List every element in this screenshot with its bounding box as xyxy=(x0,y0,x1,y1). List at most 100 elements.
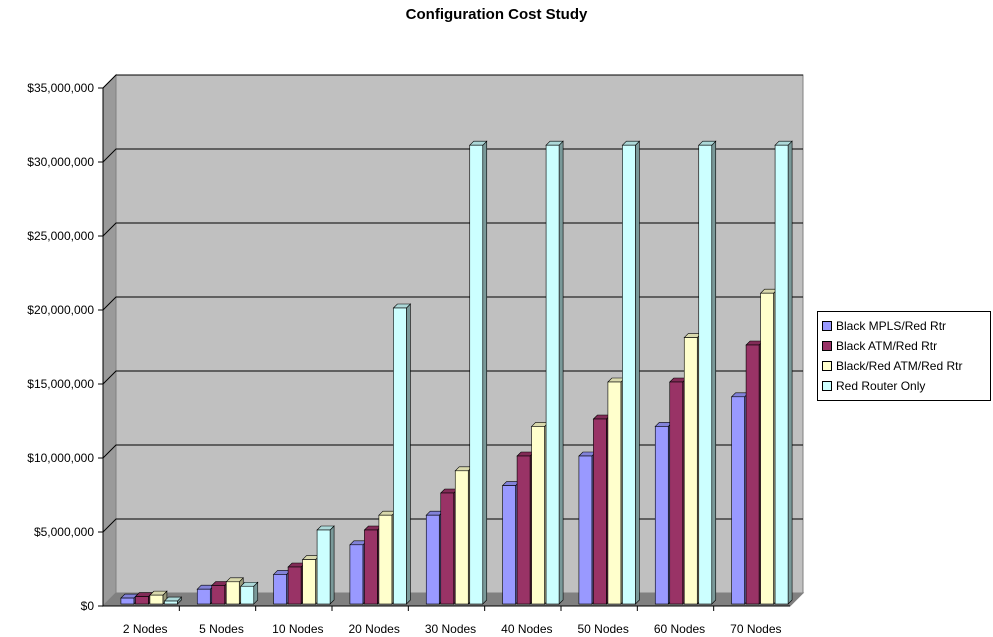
bar[interactable] xyxy=(240,581,259,605)
y-tick-label: $30,000,000 xyxy=(27,155,94,169)
gridline xyxy=(102,74,803,89)
y-tick-label: $20,000,000 xyxy=(27,303,94,317)
bar-front-face xyxy=(302,559,316,605)
bar-front-face xyxy=(225,581,240,605)
bar-front-face xyxy=(760,292,774,605)
bar-front-face xyxy=(440,492,455,605)
y-tick-label: $25,000,000 xyxy=(27,229,94,243)
bar[interactable] xyxy=(698,140,717,605)
legend-swatch xyxy=(822,321,832,331)
legend-label: Black MPLS/Red Rtr xyxy=(836,319,947,333)
bar-front-face xyxy=(378,514,393,605)
bar-side-face xyxy=(635,140,640,605)
bar-front-face xyxy=(240,585,255,605)
x-tick-label: 20 Nodes xyxy=(348,622,399,636)
legend-label: Black/Red ATM/Red Rtr xyxy=(836,359,963,373)
legend-item: Black MPLS/Red Rtr xyxy=(822,316,990,336)
gridline xyxy=(102,444,803,459)
bar-front-face xyxy=(364,529,378,605)
gridline xyxy=(102,148,803,163)
bar-front-face xyxy=(469,144,484,605)
bar-side-face xyxy=(482,140,488,605)
x-tick-label: 40 Nodes xyxy=(501,622,552,636)
bar-front-face xyxy=(287,566,302,605)
bar[interactable] xyxy=(774,140,793,605)
bar-front-face xyxy=(607,381,622,605)
bar-side-face xyxy=(406,303,411,605)
bar-front-face xyxy=(273,574,287,605)
bar-front-face xyxy=(578,455,593,605)
bar-side-face xyxy=(787,140,793,605)
legend-item: Black ATM/Red Rtr xyxy=(822,336,990,356)
legend-swatch xyxy=(822,381,832,391)
bar[interactable] xyxy=(316,525,335,605)
bars xyxy=(120,140,793,605)
chart-title: Configuration Cost Study xyxy=(405,6,588,23)
legend-label: Black ATM/Red Rtr xyxy=(836,339,938,353)
bar[interactable] xyxy=(621,140,641,605)
bar-front-face xyxy=(698,144,713,605)
bar-front-face xyxy=(683,337,698,605)
legend-label: Red Router Only xyxy=(836,379,926,393)
bar-front-face xyxy=(149,594,164,605)
bar-front-face xyxy=(425,514,440,605)
bar-front-face xyxy=(211,585,226,605)
gridlines xyxy=(102,74,803,533)
gridline xyxy=(102,518,803,533)
gridline xyxy=(102,296,803,311)
bar-front-face xyxy=(393,307,407,605)
legend-swatch xyxy=(822,341,832,351)
bar[interactable] xyxy=(149,590,168,605)
y-tick-label: $0 xyxy=(81,599,95,613)
bar-front-face xyxy=(622,144,636,605)
x-tick-labels: 2 Nodes 5 Nodes 10 Nodes 20 Nodes 30 Nodes 40… xyxy=(123,622,782,636)
bar-front-face xyxy=(135,596,149,605)
bar[interactable] xyxy=(378,510,397,605)
legend: Black MPLS/Red Rtr Black ATM/Red Rtr Black… xyxy=(817,311,991,401)
bar[interactable] xyxy=(196,584,215,605)
x-tick-label: 5 Nodes xyxy=(199,622,244,636)
bar-front-face xyxy=(745,344,760,605)
bar-front-face xyxy=(454,470,469,605)
y-tick-label: $35,000,000 xyxy=(27,81,94,95)
legend-item: Black/Red ATM/Red Rtr xyxy=(822,356,990,376)
bar-front-face xyxy=(516,455,531,605)
y-tick-label: $5,000,000 xyxy=(34,525,94,539)
y-tick-label: $10,000,000 xyxy=(27,451,94,465)
bar-side-face xyxy=(558,140,564,605)
bar-front-face xyxy=(654,426,669,605)
bar-side-face xyxy=(329,525,335,605)
bar-front-face xyxy=(731,396,745,605)
bar-front-face xyxy=(349,544,364,605)
bar-front-face xyxy=(120,597,135,605)
bar[interactable] xyxy=(392,303,412,605)
bar-front-face xyxy=(545,144,560,605)
bar-front-face xyxy=(502,485,516,605)
gridline xyxy=(102,370,803,385)
bar-side-face xyxy=(711,140,717,605)
plot-side-wall xyxy=(102,73,117,608)
bar-front-face xyxy=(196,588,211,605)
x-tick-label: 10 Nodes xyxy=(272,622,323,636)
bar[interactable] xyxy=(163,596,183,605)
bar-front-face xyxy=(774,144,789,605)
bar[interactable] xyxy=(211,580,230,605)
axes xyxy=(98,87,790,611)
gridline xyxy=(102,222,803,237)
bar-front-face xyxy=(164,600,178,605)
y-tick-labels: $0 $5,000,000 $10,000,000 $15,000,000 $20,00… xyxy=(27,81,94,613)
legend-item: Red Router Only xyxy=(822,376,990,396)
bar-front-face xyxy=(531,426,545,605)
bar-front-face xyxy=(669,381,684,605)
x-tick-label: 30 Nodes xyxy=(425,622,476,636)
x-tick-label: 2 Nodes xyxy=(123,622,168,636)
x-tick-label: 50 Nodes xyxy=(577,622,628,636)
bar[interactable] xyxy=(545,140,564,605)
bar-front-face xyxy=(593,418,607,605)
x-tick-label: 70 Nodes xyxy=(730,622,781,636)
bar-front-face xyxy=(316,529,331,605)
x-tick-label: 60 Nodes xyxy=(654,622,705,636)
bar[interactable] xyxy=(469,140,488,605)
